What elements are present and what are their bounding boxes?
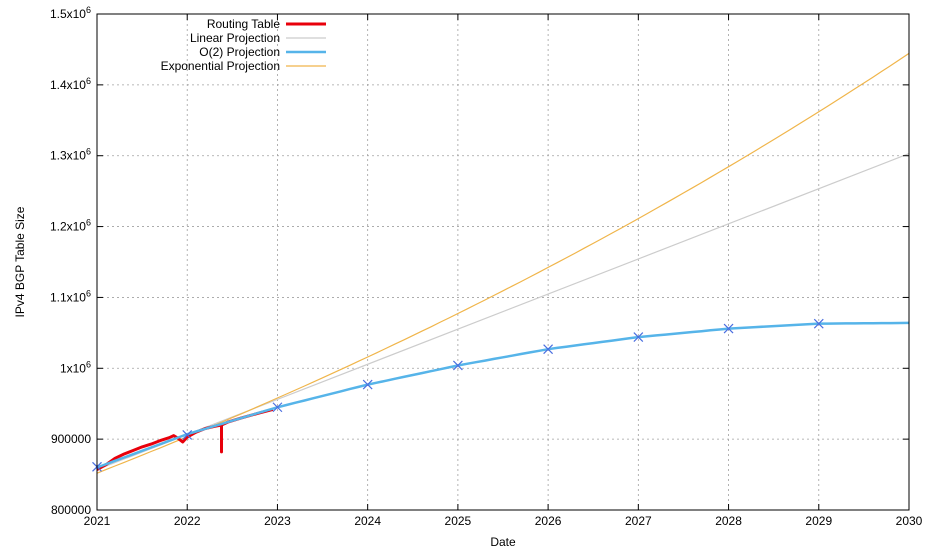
legend-item-o-2-projection: O(2) Projection xyxy=(199,45,326,59)
o2-projection-marker xyxy=(182,429,193,440)
x-tick-label: 2021 xyxy=(84,514,111,528)
x-tick-label: 2028 xyxy=(715,514,742,528)
series-layer xyxy=(92,52,910,474)
x-axis-ticks: 2021 2022 2023 2024 2025 2026 2027 2028 2029 2030 xyxy=(84,14,923,528)
legend-item-exponential-projection: Exponential Projection xyxy=(161,59,326,73)
x-tick-label: 2024 xyxy=(354,514,381,528)
series-line-linear-projection xyxy=(96,153,910,471)
x-tick-label: 2023 xyxy=(264,514,291,528)
o2-projection-marker xyxy=(452,360,463,371)
x-tick-label: 2027 xyxy=(625,514,652,528)
y-tick-label: 1.5x106 xyxy=(50,5,91,21)
series-line-o-2-projection xyxy=(96,321,910,469)
o2-projection-marker xyxy=(543,344,554,355)
o2-projection-marker xyxy=(362,379,373,390)
x-tick-label: 2022 xyxy=(174,514,201,528)
legend-label: O(2) Projection xyxy=(199,45,280,59)
y-tick-label: 1x106 xyxy=(60,359,91,375)
x-tick-label: 2029 xyxy=(805,514,832,528)
y-tick-label: 1.3x106 xyxy=(50,147,91,163)
y-tick-label: 800000 xyxy=(51,503,91,517)
o2-projection-marker xyxy=(813,318,824,329)
x-tick-label: 2025 xyxy=(445,514,472,528)
legend-item-linear-projection: Linear Projection xyxy=(190,31,326,45)
o2-projection-marker xyxy=(633,332,644,343)
plot-frame xyxy=(96,13,910,511)
o2-projection-marker xyxy=(723,323,734,334)
y-tick-label: 1.4x106 xyxy=(50,76,91,92)
y-tick-label: 1.2x106 xyxy=(50,218,91,234)
legend-label: Linear Projection xyxy=(190,31,280,45)
y-axis-label: IPv4 BGP Table Size xyxy=(13,206,27,317)
legend-label: Routing Table xyxy=(207,17,280,31)
x-tick-label: 2030 xyxy=(896,514,923,528)
legend-item-routing-table: Routing Table xyxy=(207,17,326,31)
series-line-exponential-projection xyxy=(96,52,910,474)
y-tick-label: 1.1x106 xyxy=(50,288,91,304)
y-axis-ticks: 800000 900000 1x106 1.1x106 1.2x106 1.3x106 1.… xyxy=(50,5,909,517)
x-axis-label: Date xyxy=(490,535,516,549)
legend-label: Exponential Projection xyxy=(161,59,280,73)
grid xyxy=(97,14,909,510)
o2-projection-marker xyxy=(272,402,283,413)
y-tick-label: 900000 xyxy=(51,432,91,446)
x-tick-label: 2026 xyxy=(535,514,562,528)
